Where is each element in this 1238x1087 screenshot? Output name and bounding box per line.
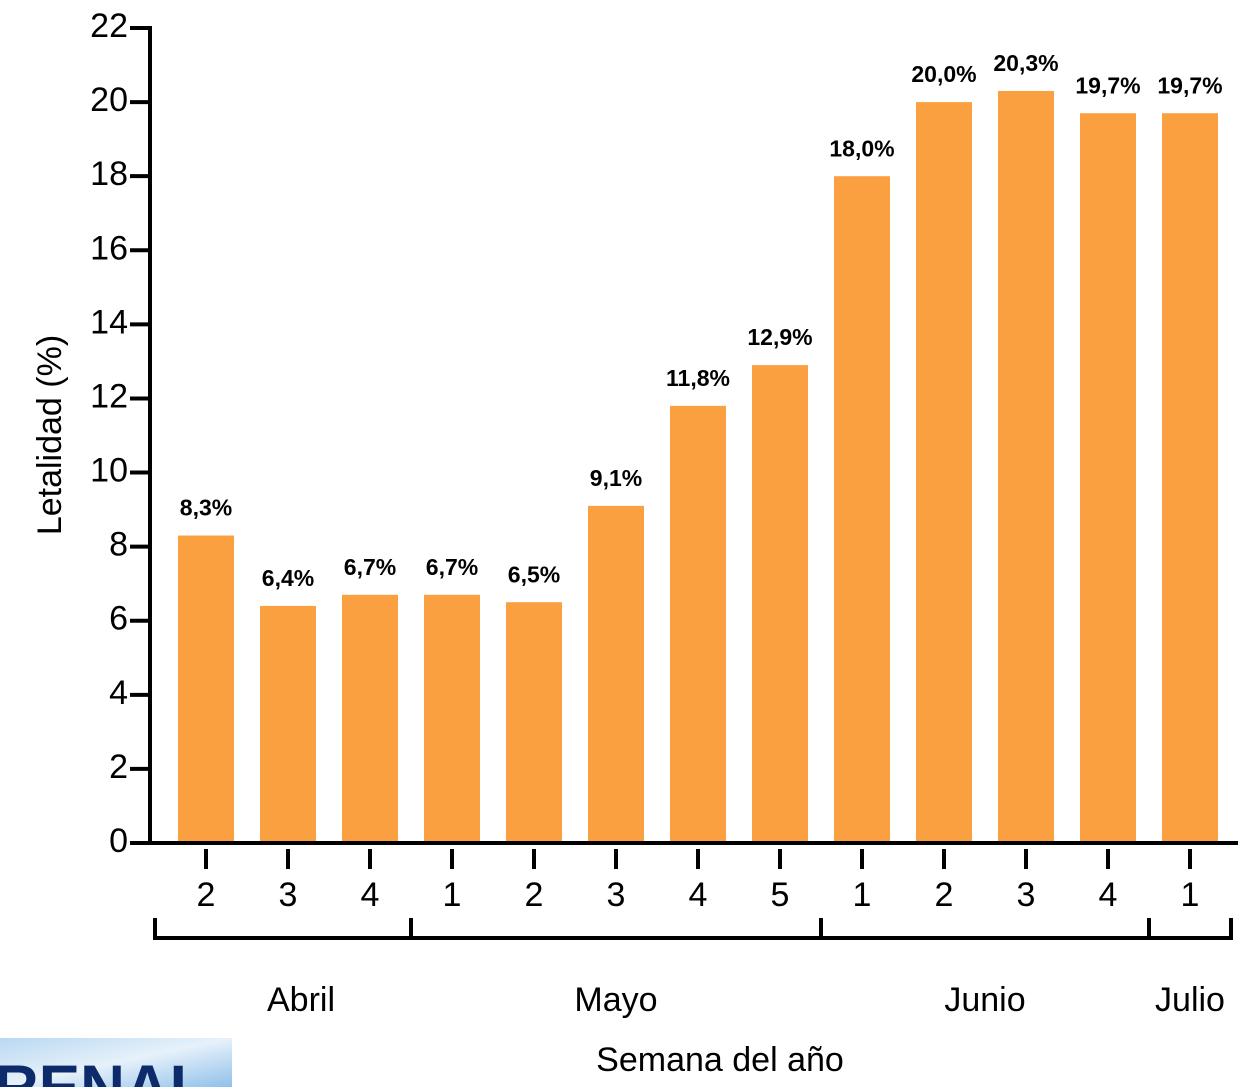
x-tick-label: 3 — [607, 876, 626, 914]
x-tick-label: 2 — [525, 876, 544, 914]
y-tick-label: 22 — [90, 7, 128, 45]
x-tick-label: 1 — [1181, 876, 1200, 914]
value-label: 19,7% — [1075, 72, 1140, 98]
bar — [916, 102, 972, 843]
bar — [342, 594, 398, 843]
y-tick-label: 2 — [109, 748, 128, 786]
bar — [1162, 113, 1218, 844]
group-label: Abril — [267, 981, 335, 1019]
value-label: 6,4% — [262, 565, 314, 591]
value-label: 18,0% — [829, 135, 894, 161]
x-tick-label: 3 — [1017, 876, 1036, 914]
bar — [1080, 113, 1136, 844]
value-label: 9,1% — [590, 465, 642, 491]
bar — [424, 594, 480, 843]
bar — [260, 605, 316, 843]
x-tick-label: 4 — [689, 876, 708, 914]
y-tick-label: 18 — [90, 155, 128, 193]
y-axis-title: Letalidad (%) — [31, 335, 69, 535]
x-tick-label: 2 — [935, 876, 954, 914]
value-label: 19,7% — [1157, 72, 1222, 98]
x-tick-label: 4 — [1099, 876, 1118, 914]
x-tick-label: 4 — [361, 876, 380, 914]
y-tick-label: 4 — [109, 674, 128, 712]
bar — [178, 535, 234, 843]
group-label: Junio — [944, 981, 1025, 1019]
logo-background — [0, 1038, 232, 1087]
value-label: 11,8% — [666, 365, 730, 391]
bar — [506, 602, 562, 843]
value-label: 20,0% — [911, 61, 976, 87]
y-tick-label: 8 — [109, 526, 128, 564]
y-tick-label: 14 — [90, 303, 128, 341]
x-tick-label: 5 — [771, 876, 790, 914]
y-tick-label: 10 — [90, 452, 128, 490]
bar — [834, 176, 890, 843]
y-tick-label: 20 — [90, 81, 128, 119]
x-tick-label: 1 — [853, 876, 872, 914]
x-tick-label: 2 — [197, 876, 216, 914]
y-tick-label: 12 — [90, 377, 128, 415]
x-axis-title: Semana del año — [596, 1041, 844, 1079]
y-tick-label: 0 — [109, 822, 128, 860]
logo-text: RENAL — [0, 1053, 208, 1087]
group-label: Julio — [1155, 981, 1225, 1019]
bar — [752, 365, 808, 843]
x-tick-label: 1 — [443, 876, 462, 914]
value-label: 8,3% — [180, 495, 232, 521]
value-label: 6,5% — [508, 561, 560, 587]
y-tick-label: 16 — [90, 229, 128, 267]
bar — [998, 90, 1054, 843]
group-label: Mayo — [574, 981, 657, 1019]
value-label: 20,3% — [993, 50, 1058, 76]
value-label: 6,7% — [344, 554, 396, 580]
value-label: 6,7% — [426, 554, 478, 580]
y-tick-label: 6 — [109, 600, 128, 638]
x-tick-label: 3 — [279, 876, 298, 914]
bar — [670, 405, 726, 843]
value-label: 12,9% — [747, 324, 812, 350]
bar — [588, 505, 644, 843]
